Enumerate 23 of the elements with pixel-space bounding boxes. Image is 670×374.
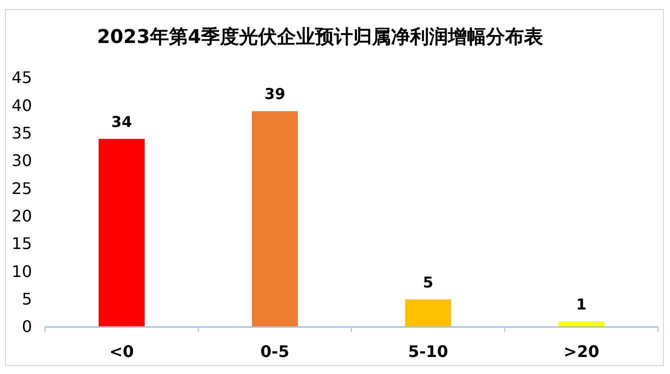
y-tick-label: 30: [12, 151, 32, 170]
x-tick-label: >20: [564, 342, 600, 361]
y-tick-label: 10: [12, 262, 32, 281]
chart-title: 2023年第4季度光伏企业预计归属净利润增幅分布表: [96, 26, 544, 48]
data-label: 34: [111, 112, 132, 131]
x-tick-label: 0-5: [260, 342, 290, 361]
data-label: 39: [264, 85, 286, 104]
y-tick-label: 40: [12, 96, 32, 115]
x-tick-label: <0: [109, 342, 134, 361]
bar: [252, 111, 298, 327]
y-tick-label: 5: [22, 289, 32, 308]
data-label: 5: [422, 273, 434, 292]
y-tick-label: 0: [22, 317, 32, 336]
y-tick-label: 25: [12, 178, 32, 198]
y-tick-label: 35: [12, 123, 32, 142]
bar: [405, 299, 452, 327]
x-tick-label: 5-10: [408, 342, 448, 361]
y-tick-label: 45: [12, 68, 32, 88]
y-tick-label: 20: [12, 206, 32, 226]
bar: [558, 321, 604, 327]
data-label: 1: [576, 295, 587, 314]
y-tick-label: 15: [12, 234, 32, 254]
bar: [98, 138, 145, 327]
